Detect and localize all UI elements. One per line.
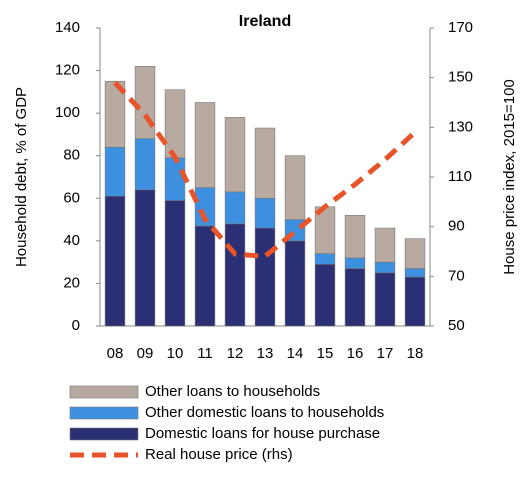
bar-segment: [224, 223, 246, 327]
legend-swatch: [69, 406, 139, 420]
bar-segment: [284, 240, 306, 327]
y2-tick-label: 150: [448, 69, 473, 86]
x-tick-label: 11: [197, 345, 213, 362]
bar-segment: [254, 197, 276, 229]
bar-segment: [254, 127, 276, 199]
legend-label: Real house price (rhs): [145, 446, 293, 463]
y-axis-label: Household debt, % of GDP: [13, 87, 30, 267]
bar-segment: [104, 195, 126, 327]
y-tick-label: 140: [55, 19, 80, 36]
bar-segment: [104, 80, 126, 148]
x-tick-label: 08: [107, 345, 124, 362]
bar-segment: [374, 227, 396, 263]
y2-tick-label: 110: [448, 168, 472, 185]
bar-segment: [404, 238, 426, 269]
bar-segment: [194, 102, 216, 188]
bar-segment: [224, 191, 246, 225]
legend-label: Domestic loans for house purchase: [145, 425, 380, 442]
x-tick-label: 15: [317, 345, 334, 362]
bar-segment: [134, 138, 156, 191]
y2-tick-label: 170: [448, 19, 473, 36]
bar-segment: [284, 155, 306, 220]
x-tick-label: 10: [167, 345, 184, 362]
legend-swatch: [69, 385, 139, 399]
y-tick-label: 120: [55, 62, 80, 79]
y-tick-label: 40: [63, 232, 80, 249]
x-tick-label: 17: [377, 345, 394, 362]
y2-tick-label: 70: [448, 267, 465, 284]
bar-segment: [134, 66, 156, 139]
y2-tick-label: 50: [448, 317, 465, 334]
bar-segment: [104, 146, 126, 197]
bar-segment: [344, 215, 366, 259]
y2-tick-label: 90: [448, 218, 465, 235]
bar-segment: [134, 189, 156, 327]
line-series: [113, 80, 417, 260]
y2-tick-label: 130: [448, 118, 473, 135]
bar-segment: [404, 276, 426, 327]
bar-segment: [164, 89, 186, 159]
legend-label: Other loans to households: [145, 383, 320, 400]
bar-segment: [344, 268, 366, 327]
bar-segment: [374, 272, 396, 327]
bar-segment: [374, 261, 396, 274]
x-tick-label: 16: [347, 345, 364, 362]
y-tick-label: 80: [63, 147, 80, 164]
legend-label: Other domestic loans to households: [145, 404, 384, 421]
bar-segment: [164, 200, 186, 327]
bar-segment: [314, 253, 336, 265]
bar-segment: [254, 227, 276, 327]
bar-segment: [344, 257, 366, 269]
y-tick-label: 100: [55, 104, 80, 121]
bar-segment: [314, 263, 336, 327]
x-tick-label: 09: [137, 345, 154, 362]
bar-segment: [404, 268, 426, 278]
y-tick-label: 20: [63, 274, 80, 291]
x-tick-label: 12: [227, 345, 244, 362]
y-tick-label: 0: [72, 317, 80, 334]
bar-segment: [164, 157, 186, 201]
legend-swatch: [69, 427, 139, 441]
x-tick-label: 18: [407, 345, 424, 362]
bar-segment: [194, 225, 216, 327]
bar-segment: [224, 117, 246, 193]
y-tick-label: 60: [63, 189, 80, 206]
x-tick-label: 13: [257, 345, 274, 362]
y2-axis-label: House price index, 2015=100: [501, 79, 518, 275]
chart-title: Ireland: [239, 13, 291, 30]
x-tick-label: 14: [287, 345, 304, 362]
